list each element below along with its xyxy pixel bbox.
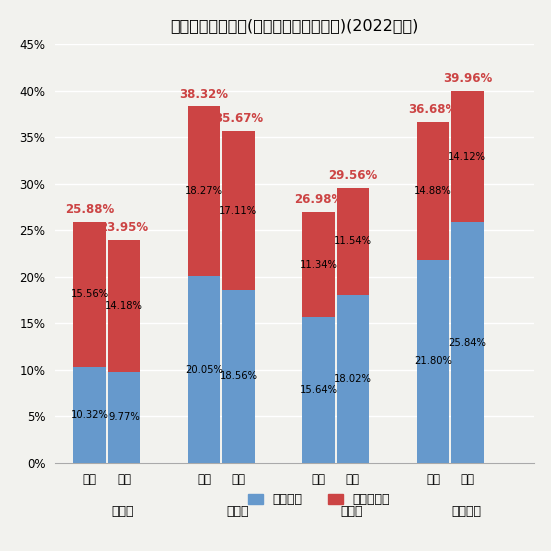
Bar xyxy=(451,223,484,463)
Text: 高等学校: 高等学校 xyxy=(451,505,482,517)
Legend: 処置完了, 未処理歯有: 処置完了, 未処理歯有 xyxy=(242,488,395,511)
Bar xyxy=(451,91,484,223)
Text: 29.56%: 29.56% xyxy=(328,169,377,182)
Text: 11.54%: 11.54% xyxy=(334,236,372,246)
Bar xyxy=(302,317,335,463)
Text: 14.18%: 14.18% xyxy=(105,301,143,311)
Text: 11.34%: 11.34% xyxy=(300,260,337,269)
Bar xyxy=(417,122,449,260)
Text: 38.32%: 38.32% xyxy=(180,88,229,101)
Text: 幼稚園: 幼稚園 xyxy=(112,505,134,517)
Bar xyxy=(73,367,106,463)
Bar xyxy=(337,295,369,463)
Bar xyxy=(188,276,220,463)
Text: 9.77%: 9.77% xyxy=(108,412,140,423)
Text: 15.56%: 15.56% xyxy=(71,289,109,299)
Bar xyxy=(73,222,106,367)
Bar xyxy=(107,240,141,372)
Text: 18.56%: 18.56% xyxy=(219,371,257,381)
Text: 中学校: 中学校 xyxy=(341,505,363,517)
Text: 39.96%: 39.96% xyxy=(442,72,492,85)
Text: 14.12%: 14.12% xyxy=(449,152,487,161)
Text: 25.88%: 25.88% xyxy=(65,203,114,217)
Bar xyxy=(222,290,255,463)
Bar xyxy=(337,188,369,295)
Bar xyxy=(222,131,255,290)
Text: 21.80%: 21.80% xyxy=(414,356,452,366)
Text: 10.32%: 10.32% xyxy=(71,410,109,420)
Bar xyxy=(302,212,335,317)
Text: 17.11%: 17.11% xyxy=(219,206,257,215)
Text: 36.68%: 36.68% xyxy=(408,103,457,116)
Text: 14.88%: 14.88% xyxy=(414,186,452,196)
Text: 23.95%: 23.95% xyxy=(99,222,149,234)
Text: 26.98%: 26.98% xyxy=(294,193,343,206)
Bar xyxy=(188,106,220,276)
Text: 35.67%: 35.67% xyxy=(214,112,263,125)
Bar xyxy=(107,372,141,463)
Bar xyxy=(417,260,449,463)
Text: 15.64%: 15.64% xyxy=(299,385,337,395)
Text: 20.05%: 20.05% xyxy=(185,365,223,375)
Text: 小学校: 小学校 xyxy=(226,505,249,517)
Title: むし歯の人の割合(男女別・学校種類別)(2022年度): むし歯の人の割合(男女別・学校種類別)(2022年度) xyxy=(171,18,419,33)
Text: 18.27%: 18.27% xyxy=(185,186,223,196)
Text: 18.02%: 18.02% xyxy=(334,374,372,384)
Text: 25.84%: 25.84% xyxy=(449,338,487,348)
